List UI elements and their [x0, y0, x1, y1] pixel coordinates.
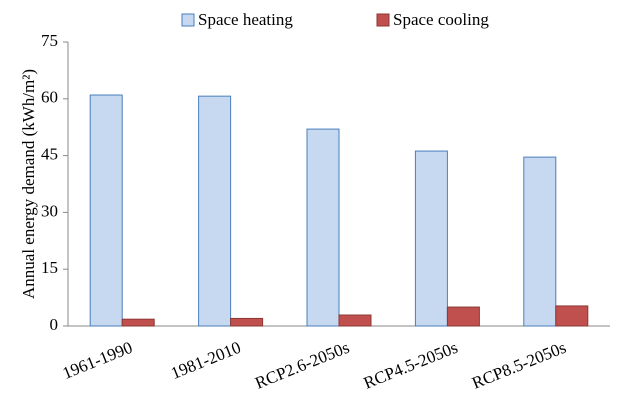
bar	[89, 94, 123, 327]
legend-label: Space cooling	[393, 10, 489, 29]
x-tick-label: 1961-1990	[60, 338, 135, 383]
bar	[523, 156, 557, 327]
bar	[446, 306, 480, 327]
y-tick-label: 45	[41, 145, 58, 164]
legend-swatch	[181, 13, 195, 27]
y-tick-label: 15	[41, 258, 58, 277]
bar	[555, 305, 589, 327]
legend-label: Space heating	[198, 10, 293, 29]
bar	[198, 95, 232, 327]
x-tick-label: RCP4.5-2050s	[361, 338, 461, 393]
y-tick-label: 30	[41, 201, 58, 220]
bar	[230, 317, 264, 327]
y-tick-label: 60	[41, 88, 58, 107]
bar	[338, 314, 372, 327]
bar	[306, 128, 340, 327]
bar	[121, 318, 155, 327]
y-axis-title: Annual energy demand (kWh/m²)	[19, 69, 38, 299]
y-tick-label: 75	[41, 31, 58, 50]
x-tick-label: RCP8.5-2050s	[469, 338, 569, 393]
y-tick-label: 0	[50, 315, 59, 334]
bar	[414, 150, 448, 327]
x-tick-label: 1981-2010	[168, 338, 243, 383]
legend-swatch	[376, 13, 390, 27]
x-tick-label: RCP2.6-2050s	[252, 338, 352, 393]
